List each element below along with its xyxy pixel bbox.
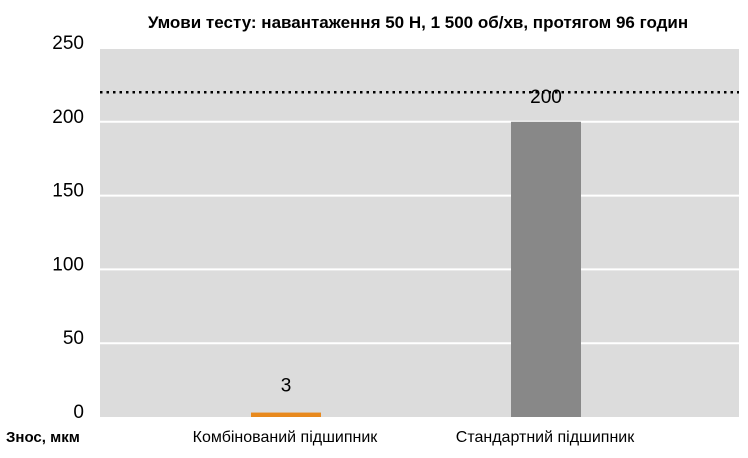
gridlines	[100, 47, 739, 345]
y-tick-label: 150	[52, 181, 84, 202]
bars	[251, 121, 581, 418]
y-tick-label: 200	[52, 107, 84, 128]
y-axis-label: Знос, мкм	[6, 429, 80, 446]
data-label: 3	[281, 376, 292, 397]
y-tick-label: 250	[52, 33, 84, 54]
y-tick-label: 50	[63, 328, 84, 349]
x-tick-label: Стандартний підшипник	[456, 429, 635, 446]
y-tick-labels: 0 50 100 150 200 250	[52, 33, 84, 423]
y-tick-label: 100	[52, 254, 84, 275]
chart-title: Умови тесту: навантаження 50 Н, 1 500 об…	[148, 13, 688, 32]
x-tick-label: Комбінований підшипник	[193, 429, 379, 446]
bar	[511, 121, 581, 418]
x-tick-labels: Комбінований підшипник Стандартний підшип…	[193, 429, 636, 446]
data-labels: 3 200	[281, 87, 562, 397]
y-tick-label: 0	[73, 402, 84, 423]
plot-area	[100, 48, 739, 417]
bar	[251, 412, 321, 417]
data-label: 200	[530, 87, 562, 108]
